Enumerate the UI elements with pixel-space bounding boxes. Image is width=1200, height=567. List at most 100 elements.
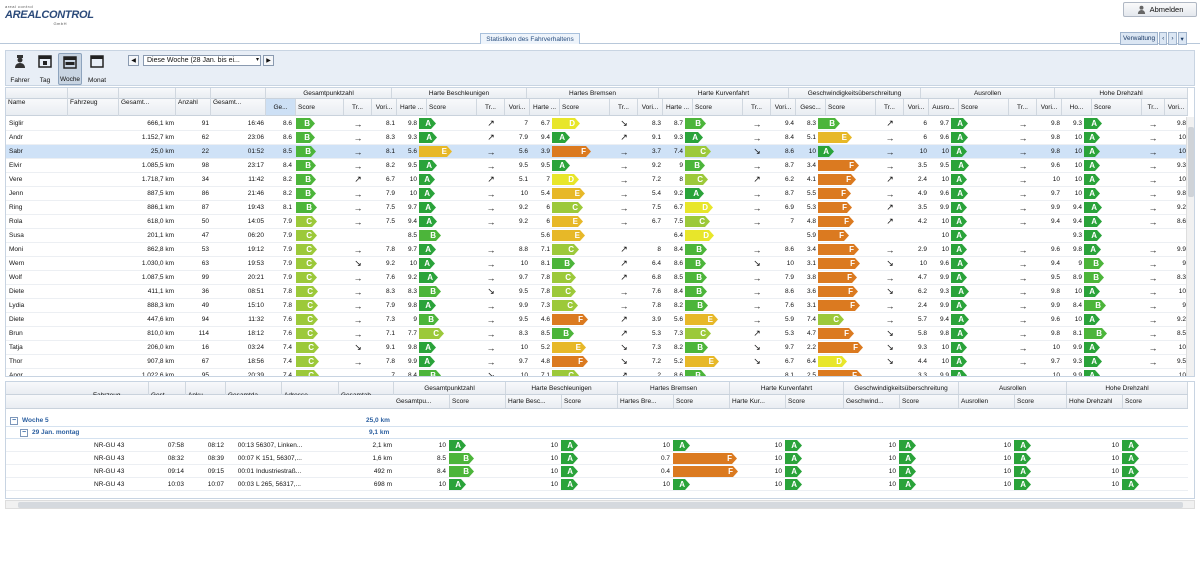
trip-subcolumn-header-11[interactable]: Score xyxy=(1015,395,1067,408)
column-header-g5-0[interactable]: Tr... xyxy=(876,99,904,115)
column-header-g2-1[interactable]: Vori... xyxy=(505,99,530,115)
column-header-tail-1[interactable]: Vori... xyxy=(1165,99,1188,115)
column-header-g5-1[interactable]: Vori... xyxy=(904,99,929,115)
trip-score-bar: A xyxy=(1122,479,1139,490)
nav-menu-button[interactable]: ▾ xyxy=(1177,32,1187,45)
column-header-g6-3[interactable]: Score xyxy=(1092,99,1142,115)
table-row[interactable]: Angr 1.022,6 km 95 20:39 7.4 C → 7 8.4 B ↘ 10 7.1 C ↗ 2… xyxy=(6,369,1188,376)
table-row[interactable]: Diete 447,6 km 94 11:32 7.6 C → 7.3 9 B → 9.5 4.6 F ↗ 3… xyxy=(6,313,1188,327)
column-header-g6-1[interactable]: Vori... xyxy=(1037,99,1062,115)
column-header-g6-2[interactable]: Ho... xyxy=(1062,99,1092,115)
day-group-row[interactable]: −29 Jan. montag 9,1 km xyxy=(6,427,1188,439)
table-row[interactable]: Vere 1.718,7 km 34 11:42 8.2 B ↗ 6.7 10 A ↗ 5.1 7 D → 7… xyxy=(6,173,1188,187)
table-row[interactable]: Tatja 206,0 km 16 03:24 7.4 C ↘ 9.1 9.8 A → 10 5.2 E ↘… xyxy=(6,341,1188,355)
table-row[interactable]: Siglir 666,1 km 91 16:46 8.6 B → 8.1 9.8 A ↗ 7 6.7 D ↘… xyxy=(6,117,1188,131)
table-row[interactable]: Susa 201,1 km 47 06:20 7.9 C 8.5 B 5.6 E 6.4 D 5.9 F 1… xyxy=(6,229,1188,243)
table-row[interactable]: Jenn 887,5 km 86 21:46 8.2 B → 7.9 10 A → 10 5.4 E → 5.… xyxy=(6,187,1188,201)
vertical-scrollbar[interactable] xyxy=(1186,117,1194,376)
trip-subcolumn-header-7[interactable]: Score xyxy=(786,395,844,408)
column-header-g3-0[interactable]: Tr... xyxy=(610,99,638,115)
column-header-g4-0[interactable]: Tr... xyxy=(743,99,771,115)
table-row[interactable]: Wolf 1.087,5 km 99 20:21 7.9 C → 7.6 9.2 A → 9.7 7.8… xyxy=(6,271,1188,285)
trip-subcolumn-header-13[interactable]: Score xyxy=(1123,395,1188,408)
column-header-g0-0[interactable]: Ge... xyxy=(266,99,296,115)
column-header-3[interactable]: Anzahl xyxy=(176,88,211,116)
trip-subcolumn-header-12[interactable]: Hohe Drehzahl xyxy=(1067,395,1123,408)
collapse-icon[interactable]: − xyxy=(20,429,28,437)
trip-row[interactable]: NR-GU 43 08:32 08:39 00:07 K 151, 56307,... 1… xyxy=(6,452,1188,465)
trip-row[interactable]: NR-GU 43 07:58 08:12 00:13 56307, Linken... 2… xyxy=(6,439,1188,452)
table-row[interactable]: Wern 1.030,0 km 63 19:53 7.9 C ↘ 9.2 10 A → 10 8.1 B ↗… xyxy=(6,257,1188,271)
column-header-g2-2[interactable]: Harte ... xyxy=(530,99,560,115)
previous-value: 10 xyxy=(786,260,794,267)
column-header-g6-0[interactable]: Tr... xyxy=(1009,99,1037,115)
table-row[interactable]: Diete 411,1 km 36 08:51 7.8 C → 8.3 8.3 B ↘ 9.5 7.8 C… xyxy=(6,285,1188,299)
next-period-button[interactable]: ▶ xyxy=(263,55,274,66)
trip-subcolumn-header-10[interactable]: Ausrollen xyxy=(959,395,1015,408)
collapse-icon[interactable]: − xyxy=(10,417,18,425)
column-header-tail-0[interactable]: Tr... xyxy=(1142,99,1165,115)
trip-subcolumn-header-2[interactable]: Harte Besc... xyxy=(506,395,562,408)
table-row[interactable]: Andr 1.152,7 km 62 23:06 8.6 B → 8.3 9.3 A ↗ 7.9 9.4… xyxy=(6,131,1188,145)
week-group-row[interactable]: − Woche 5 25,0 km xyxy=(6,415,1188,427)
nav-left-button[interactable]: ‹ xyxy=(1159,32,1168,45)
column-header-g4-3[interactable]: Score xyxy=(826,99,876,115)
column-header-g3-2[interactable]: Harte ... xyxy=(663,99,693,115)
previous-value xyxy=(1037,229,1062,242)
column-header-g5-3[interactable]: Score xyxy=(959,99,1009,115)
column-header-g3-3[interactable]: Score xyxy=(693,99,743,115)
table-row[interactable]: Thor 907,8 km 67 18:56 7.4 C → 7.8 9.9 A → 9.7 4.8 F ↘… xyxy=(6,355,1188,369)
trip-row[interactable]: NR-GU 43 10:03 10:07 00:03 L 265, 56317,... 6… xyxy=(6,478,1188,491)
trip-subcolumn-header-1[interactable]: Score xyxy=(450,395,506,408)
trip-row[interactable]: NR-GU 43 09:14 09:15 00:01 Industriestraß...… xyxy=(6,465,1188,478)
period-select[interactable]: Diese Woche (28 Jan. bis ei... ▾ xyxy=(143,55,261,66)
trip-subcolumn-header-5[interactable]: Score xyxy=(674,395,730,408)
table-row[interactable]: Elvir 1.085,5 km 98 23:17 8.4 B → 8.2 9.5 A → 9.5 9.… xyxy=(6,159,1188,173)
trend-icon: → xyxy=(486,216,496,227)
column-header-2[interactable]: Gesamt... xyxy=(119,88,176,116)
table-row[interactable]: Moni 862,8 km 53 19:12 7.9 C → 7.8 9.7 A → 8.8 7.1 C ↗… xyxy=(6,243,1188,257)
trip-subcolumn-header-9[interactable]: Score xyxy=(900,395,959,408)
trip-subcolumn-header-4[interactable]: Hartes Bre... xyxy=(618,395,674,408)
nav-right-button[interactable]: › xyxy=(1168,32,1177,45)
column-header-4[interactable]: Gesamt... xyxy=(211,88,266,116)
column-header-1[interactable]: Fahrzeug xyxy=(68,88,119,116)
trip-subcolumn-header-0[interactable]: Gesamtpu... xyxy=(394,395,450,408)
day-view-button[interactable]: Tag xyxy=(34,53,56,85)
table-row[interactable]: Rola 618,0 km 50 14:05 7.9 C → 7.5 9.4 A → 9.2 6 E → 6.… xyxy=(6,215,1188,229)
driver-view-button[interactable]: Fahrer xyxy=(9,53,31,85)
column-header-g4-1[interactable]: Vori... xyxy=(771,99,796,115)
column-header-g1-1[interactable]: Vori... xyxy=(372,99,397,115)
trip-subcolumn-header-8[interactable]: Geschwind... xyxy=(844,395,900,408)
trip-subcolumn-header-6[interactable]: Harte Kur... xyxy=(730,395,786,408)
column-header-g1-0[interactable]: Tr... xyxy=(344,99,372,115)
column-header-g1-2[interactable]: Harte ... xyxy=(397,99,427,115)
horizontal-scrollbar[interactable] xyxy=(5,500,1195,509)
previous-value: 5.3 xyxy=(651,330,661,337)
column-header-g5-2[interactable]: Ausro... xyxy=(929,99,959,115)
column-header-0[interactable]: Name xyxy=(6,88,68,116)
tab-driving-statistics[interactable]: Statistiken des Fahrverhaltens xyxy=(480,33,580,44)
trip-score-bar-grade: A xyxy=(905,454,911,463)
month-view-button[interactable]: Monat xyxy=(84,53,110,85)
scroll-thumb[interactable] xyxy=(18,502,1183,508)
table-row[interactable]: Ring 886,1 km 87 19:43 8.1 B → 7.5 9.7 A → 9.2 6 C → 7.… xyxy=(6,201,1188,215)
logout-button[interactable]: Abmelden xyxy=(1123,2,1197,17)
previous-value: 9.6 xyxy=(1050,162,1060,169)
table-row[interactable]: Sabr 25,0 km 22 01:52 8.5 B → 8.1 5.6 E → 5.6 3.9 F → 3… xyxy=(6,145,1188,159)
admin-button[interactable]: Verwaltung xyxy=(1120,32,1159,45)
table-row[interactable]: Lydia 888,3 km 49 15:10 7.8 C → 7.9 9.8 A → 9.9 7.3 C… xyxy=(6,299,1188,313)
column-header-g2-3[interactable]: Score xyxy=(560,99,610,115)
trip-subcolumn-header-3[interactable]: Score xyxy=(562,395,618,408)
previous-period-button[interactable]: ◀ xyxy=(128,55,139,66)
table-row[interactable]: Brun 810,0 km 114 18:12 7.6 C → 7.1 7.7 C → 8.3 8.5 B… xyxy=(6,327,1188,341)
column-header-g1-3[interactable]: Score xyxy=(427,99,477,115)
column-header-g4-2[interactable]: Gesc... xyxy=(796,99,826,115)
metric-score-bar: F xyxy=(818,258,860,269)
trip-body: − Woche 5 25,0 km −29 Jan. montag 9,1 km NR-G… xyxy=(6,415,1188,491)
column-header-g3-1[interactable]: Vori... xyxy=(638,99,663,115)
column-header-g0-1[interactable]: Score xyxy=(296,99,344,115)
column-header-g2-0[interactable]: Tr... xyxy=(477,99,505,115)
scroll-thumb[interactable] xyxy=(1188,127,1194,197)
week-view-button[interactable]: Woche xyxy=(58,53,82,85)
